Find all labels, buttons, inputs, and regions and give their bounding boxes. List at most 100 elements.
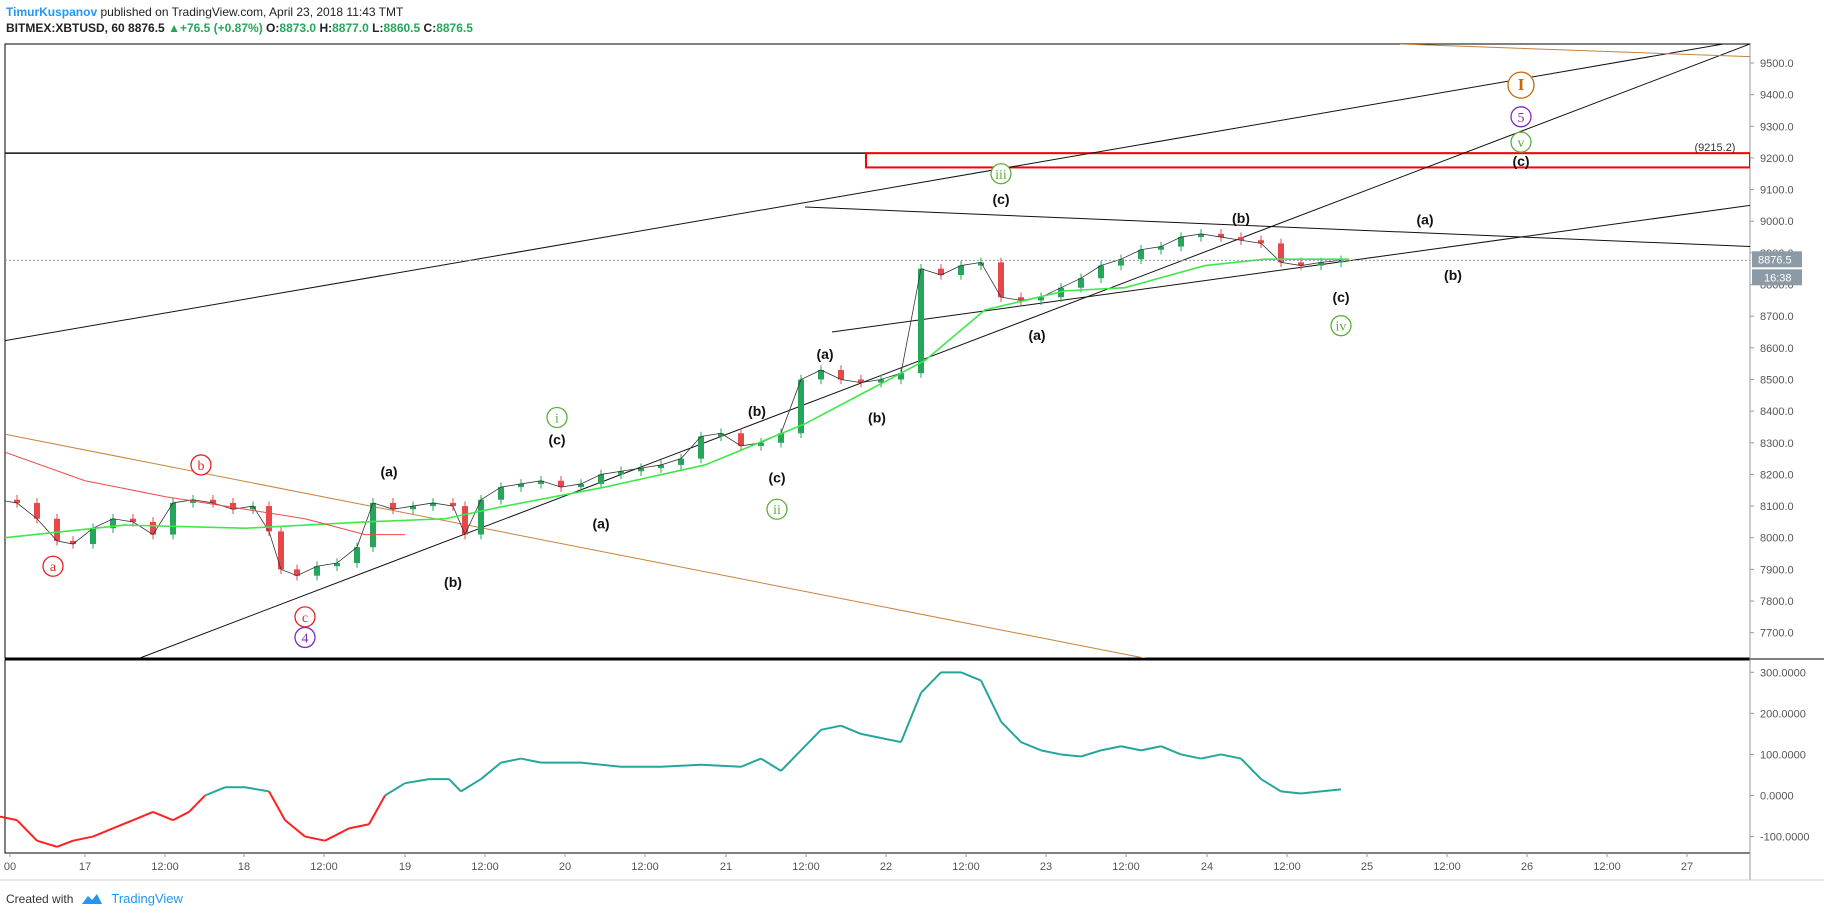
candle-body [778,433,784,443]
candle-body [798,379,804,434]
candle-body [998,262,1004,298]
wave-label-text: (c) [768,470,785,486]
candle-body [1158,246,1164,250]
time-tick-label: 23 [1040,861,1052,873]
author-name[interactable]: TimurKuspanov [6,5,98,19]
wave-label-text: (b) [1232,210,1250,226]
level-price-label: (9215.2) [1695,142,1736,154]
time-tick-label: 20 [559,861,571,873]
trend-line [5,433,1147,658]
time-tick-label: 21 [720,861,732,873]
wave-label-text: iv [1336,320,1347,335]
wave-label-circle [1510,131,1532,153]
price-tick-label: 8600.0 [1760,343,1794,355]
tradingview-brand[interactable]: TradingView [111,891,183,906]
time-tick-label: 12:00 [1112,861,1140,873]
price-drawing-group: a b c 4 (a) (b) (c) i (a) (b) (c) ii (a) (b) (c) iii (a)… [5,44,1750,658]
wave-label-text: i [555,411,559,426]
oscillator-segment [860,732,882,740]
candle-body [14,499,20,503]
target-zone-box [865,152,1750,169]
oscillator-segment [500,757,522,764]
candle-body [150,521,156,535]
oscillator-segment [36,839,58,848]
oscillator-segment [1100,745,1122,752]
price-tick-label: 8400.0 [1760,406,1794,418]
oscillator-segment [348,823,370,830]
candle-body [578,483,584,488]
price-tick-label: 9200.0 [1760,153,1794,165]
wave-label-circle [1507,71,1535,99]
wave-label-text: b [198,459,205,474]
candle-body [1238,237,1244,241]
osc-tick-label: 0.0000 [1760,791,1794,803]
candle-body [450,502,456,507]
osc-tick-label: 100.0000 [1760,749,1806,761]
oscillator-segment [800,729,822,752]
oscillator-segment [204,786,226,797]
wave-label-text: 5 [1518,111,1525,126]
price-tick-label: 7900.0 [1760,564,1794,576]
price-tick-label: 9000.0 [1760,216,1794,228]
oscillator-segment [1240,757,1262,780]
candle-body [878,379,884,383]
price-tick-label: 8700.0 [1760,311,1794,323]
footer: Created with TradingView [6,891,183,906]
time-tick-label: 12:00 [310,861,338,873]
candle-body [110,518,116,529]
oscillator-segment [1020,741,1042,752]
wave-label-text: (a) [1416,212,1433,228]
candle-body [918,268,924,374]
candle-body [978,262,984,266]
candle-body [758,442,764,446]
oscillator-segment [760,757,782,772]
candle-body [618,471,624,475]
price-change: +76.5 (+0.87%) [179,21,263,35]
candle-body [1098,265,1104,279]
candle-body [250,506,256,510]
oscillator-segment [840,724,862,735]
candle-body [130,518,136,522]
oscillator-segment [152,811,174,822]
candle-body [354,547,360,564]
symbol-label: BITMEX:XBTUSD, 60 [6,21,125,35]
oscillator-segment [268,790,286,821]
candle-body [294,569,300,576]
oscillator-segment [1160,745,1182,756]
time-tick-label: 12:00 [631,861,659,873]
time-tick-label: 25 [1361,861,1373,873]
oscillator-segment [1320,788,1342,793]
wave-label-text: (c) [1512,153,1529,169]
osc-tick-label: 200.0000 [1760,708,1806,720]
candle-body [314,566,320,576]
price-tick-label: 8200.0 [1760,469,1794,481]
wave-label-circle [190,454,212,476]
price-tick-label: 8000.0 [1760,533,1794,545]
candle-body [858,379,864,383]
candle-body [1298,262,1304,266]
oscillator-segment [480,761,502,780]
wave-label-text: ii [773,503,781,518]
candle-body [1198,233,1204,238]
time-tick-label: 12:00 [471,861,499,873]
candle-body [678,458,684,465]
oscillator-segment [172,811,190,822]
candle-body [1118,259,1124,266]
osc-tick-label: 300.0000 [1760,667,1806,679]
oscillator-segment [920,671,942,694]
created-with-label: Created with [6,891,74,906]
oscillator-segment [1060,753,1082,758]
price-tick-label: 7800.0 [1760,596,1794,608]
time-tick-label: 26 [1521,861,1533,873]
oscillator-segment [1200,753,1222,760]
price-tick-label: 7700.0 [1760,628,1794,640]
oscillator-segment [188,794,206,813]
wave-label-text: (a) [592,515,609,531]
candle-body [538,480,544,484]
oscillator-segment [404,778,430,785]
osc-tick-label: -100.0000 [1760,832,1810,844]
moving-average-line [5,258,1349,539]
low-label: L: [372,21,384,35]
wave-label-text: (a) [1028,327,1045,343]
